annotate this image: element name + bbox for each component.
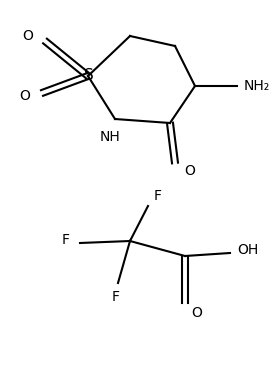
Text: F: F (154, 189, 162, 203)
Text: O: O (192, 306, 202, 320)
Text: O: O (20, 89, 30, 103)
Text: NH₂: NH₂ (244, 79, 270, 93)
Text: NH: NH (100, 130, 120, 144)
Text: S: S (84, 69, 94, 83)
Text: F: F (112, 290, 120, 304)
Text: OH: OH (237, 243, 259, 257)
Text: O: O (185, 164, 195, 178)
Text: F: F (62, 233, 70, 247)
Text: O: O (23, 29, 33, 43)
